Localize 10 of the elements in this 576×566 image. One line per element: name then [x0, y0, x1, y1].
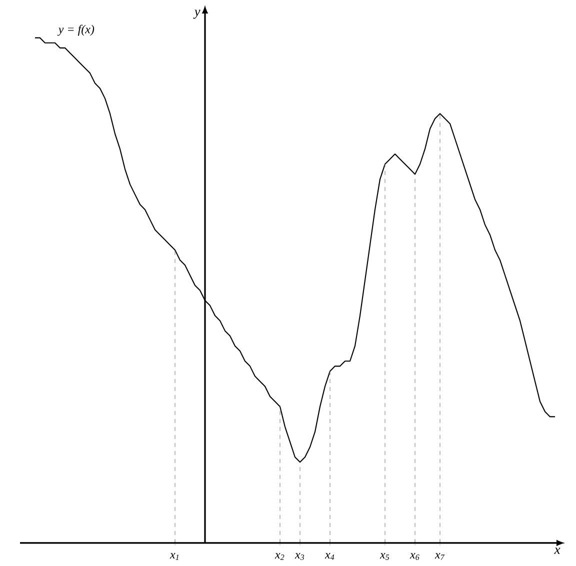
x-axis-title: x: [554, 548, 560, 554]
x-tick-label: x$_{5}$: [380, 553, 390, 560]
x-tick-label: x$_{4}$: [324, 553, 334, 560]
y-axis-title: y: [193, 10, 200, 19]
x-tick-label: x$_{6}$: [410, 553, 420, 560]
x-tick-label: x$_{1}$: [170, 553, 178, 560]
x-tick-label: x$_{2}$: [274, 553, 284, 560]
series-label: y = f(x): [57, 24, 94, 36]
x-tick-label: x$_{3}$: [294, 553, 304, 560]
x-tick-label: x$_{7}$: [434, 553, 445, 560]
